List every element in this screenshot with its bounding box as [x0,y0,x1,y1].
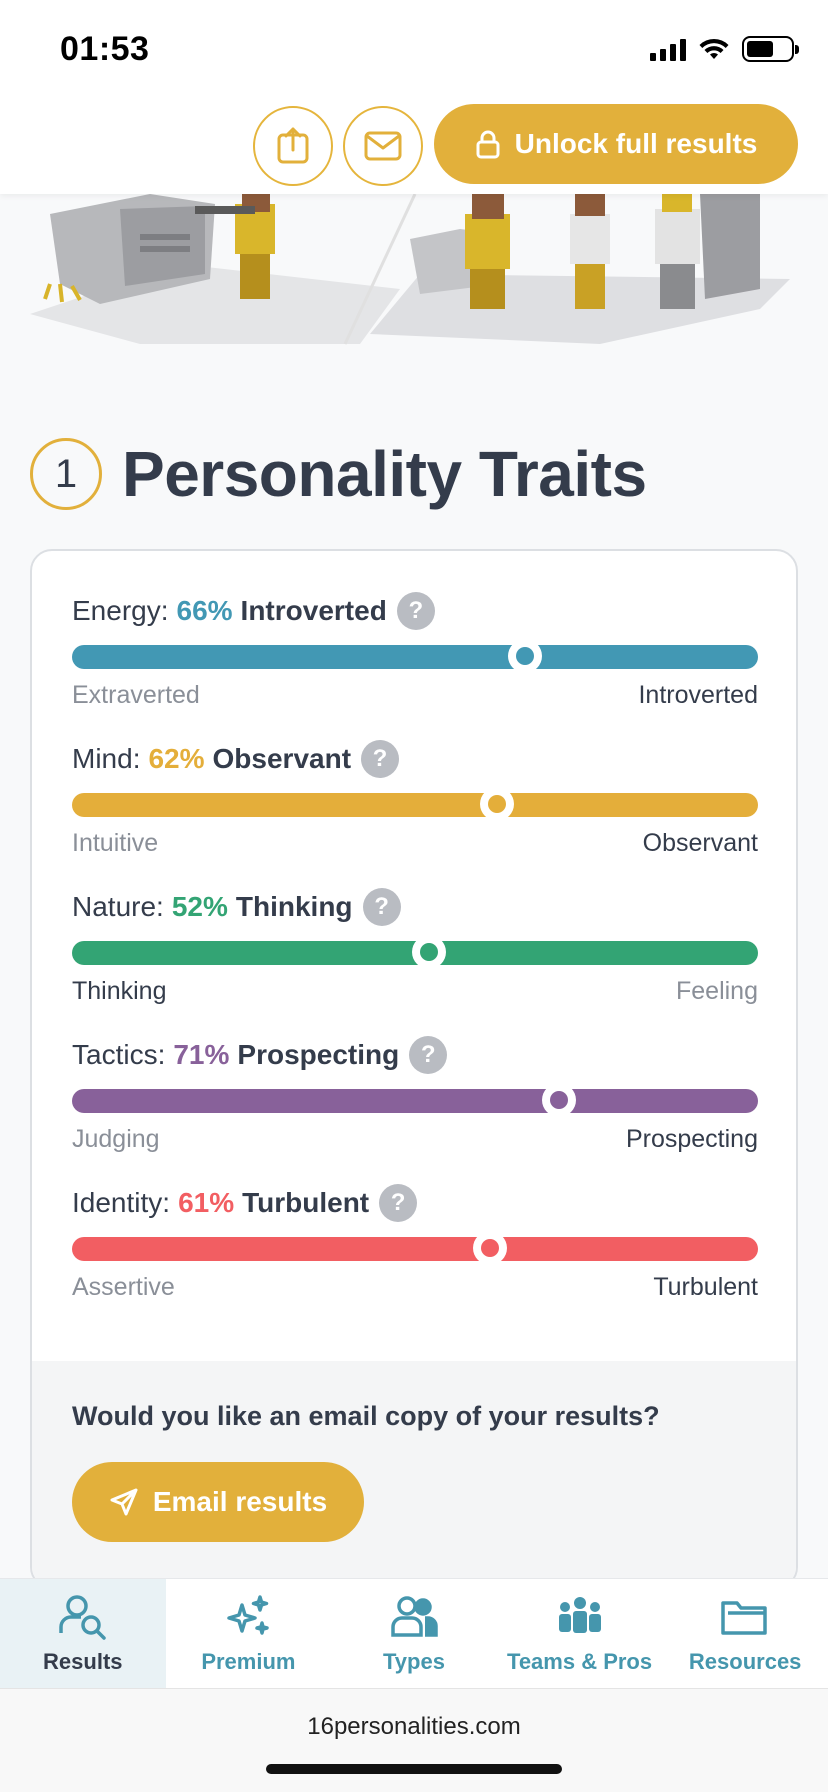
trait-label: Tactics: [72,1039,166,1070]
trait-result: Prospecting [237,1039,400,1070]
trait-result: Introverted [240,595,387,626]
email-results-label: Email results [152,1486,328,1517]
mail-button[interactable] [343,106,423,186]
cellular-signal-icon [650,37,686,61]
mail-icon [364,131,402,161]
trait-right-label: Feeling [676,977,758,1005]
trait-right-label: Prospecting [625,1125,758,1153]
trait-right-label: Turbulent [653,1273,758,1301]
section-number: 1 [30,438,102,510]
trait-title: Tactics: 71% Prospecting? [72,1035,758,1075]
trait-row-observant: Mind: 62% Observant? Intuitive Observant [72,739,758,858]
trait-knob [411,935,446,969]
email-results-button[interactable]: Email results [72,1462,364,1542]
nav-resources-label: Resources [688,1649,802,1674]
results-search-person-icon [59,1595,106,1640]
trait-label: Identity: [72,1187,171,1218]
trait-row-introverted: Energy: 66% Introverted? Extraverted Introve… [72,591,758,710]
trait-result: Turbulent [242,1187,370,1218]
share-icon [277,127,309,164]
nav-teams-label: Teams & Pros [507,1649,653,1674]
nav-premium[interactable]: Premium [166,1579,332,1689]
trait-result: Thinking [235,891,353,922]
trait-percent: 61% [178,1187,235,1218]
nav-types[interactable]: Types [331,1579,497,1689]
lock-icon [476,130,500,159]
nav-types-label: Types [383,1649,445,1674]
status-bar: 01:53 [0,0,828,98]
trait-row-prospecting: Tactics: 71% Prospecting? Judging Prospectin… [72,1035,758,1154]
browser-url-bar[interactable]: 16personalities.com [0,1688,828,1792]
trait-ends: Assertive Turbulent [72,1273,758,1302]
trait-ends: Intuitive Observant [72,829,758,858]
team-icon [558,1597,601,1633]
results-header: Unlock full results [0,98,828,194]
trait-left-label: Extraverted [72,681,200,709]
home-indicator[interactable] [266,1764,562,1774]
trait-left-label: Judging [72,1125,160,1153]
battery-icon [742,36,799,62]
trait-right-label: Observant [642,829,758,857]
section-heading: 1 Personality Traits [30,437,647,511]
email-copy-panel: Would you like an email copy of your res… [32,1361,796,1587]
trait-result: Observant [212,743,352,774]
trait-bar [72,639,758,673]
trait-knob [542,1083,577,1117]
trait-title: Mind: 62% Observant? [72,739,758,779]
status-icons [650,36,799,62]
folder-icon [721,1601,767,1635]
help-icon[interactable]: ? [409,1036,448,1074]
trait-left-label: Assertive [72,1273,175,1301]
section-title: Personality Traits [122,438,647,510]
trait-bar [72,935,758,969]
trait-knob [473,1231,508,1265]
url-text: 16personalities.com [307,1713,521,1740]
status-time: 01:53 [60,30,150,68]
help-icon[interactable]: ? [379,1184,418,1222]
help-icon[interactable]: ? [362,888,401,926]
email-question: Would you like an email copy of your res… [72,1401,660,1431]
trait-right-label: Introverted [638,681,758,709]
unlock-full-results-button[interactable]: Unlock full results [434,104,798,184]
trait-percent: 66% [176,595,233,626]
trait-percent: 52% [171,891,228,922]
nav-teams-pros[interactable]: Teams & Pros [497,1579,663,1689]
trait-knob [480,787,515,821]
nav-results[interactable]: Results [0,1579,166,1689]
trait-percent: 62% [148,743,205,774]
trait-label: Mind: [72,743,141,774]
trait-bar [72,787,758,821]
trait-left-label: Intuitive [72,829,159,857]
send-icon [110,1488,138,1516]
help-icon[interactable]: ? [361,740,400,778]
hero-illustration [0,194,828,364]
trait-left-label: Thinking [72,977,167,1005]
wifi-icon [699,38,729,59]
share-button[interactable] [253,106,333,186]
trait-bar [72,1083,758,1117]
trait-label: Nature: [72,891,164,922]
trait-row-turbulent: Identity: 61% Turbulent? Assertive Turbulent [72,1183,758,1302]
trait-label: Energy: [72,595,169,626]
people-icon [391,1596,438,1637]
trait-knob [507,639,542,673]
trait-title: Identity: 61% Turbulent? [72,1183,758,1223]
help-icon[interactable]: ? [396,592,435,630]
trait-percent: 71% [173,1039,230,1070]
trait-ends: Extraverted Introverted [72,681,758,710]
trait-ends: Judging Prospecting [72,1125,758,1154]
sparkles-icon [227,1595,270,1635]
nav-results-label: Results [43,1649,123,1674]
unlock-label: Unlock full results [514,128,758,159]
trait-title: Energy: 66% Introverted? [72,591,758,631]
trait-title: Nature: 52% Thinking? [72,887,758,927]
nav-premium-label: Premium [201,1649,296,1674]
trait-row-thinking: Nature: 52% Thinking? Thinking Feeling [72,887,758,1006]
traits-card: Energy: 66% Introverted? Extraverted Introve… [30,549,798,1589]
bottom-navigation: Results Premium Types Teams & Pros [0,1578,828,1689]
trait-bar [72,1231,758,1265]
nav-resources[interactable]: Resources [662,1579,828,1689]
trait-ends: Thinking Feeling [72,977,758,1006]
